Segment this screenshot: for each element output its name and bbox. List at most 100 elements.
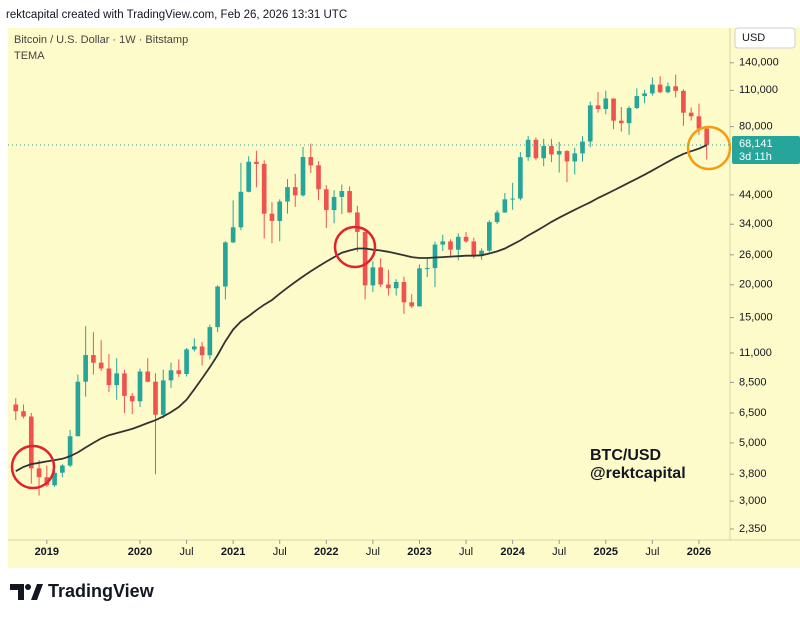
candle-body — [199, 346, 205, 356]
candle-body — [83, 355, 88, 382]
candle-body — [448, 241, 453, 250]
candle-body — [269, 213, 275, 221]
y-tick-label: 26,000 — [739, 249, 773, 261]
candle-body — [440, 241, 446, 245]
candle-body — [277, 201, 283, 221]
x-tick-label: 2020 — [128, 546, 152, 558]
x-tick-label: 2023 — [407, 546, 431, 558]
candle-body — [378, 267, 383, 285]
candle-body — [681, 90, 686, 113]
candle-body — [409, 302, 415, 307]
y-tick-label: 6,500 — [739, 407, 767, 419]
y-tick-label: 3,000 — [739, 495, 767, 507]
candle-body — [223, 242, 228, 287]
y-tick-label: 3,800 — [739, 468, 767, 480]
y-tick-label: 34,000 — [739, 218, 773, 230]
candle-body — [215, 286, 220, 328]
y-tick-label: 44,000 — [739, 189, 773, 201]
y-tick-label: 15,000 — [739, 311, 773, 323]
candle-body — [122, 373, 127, 396]
candle-body — [238, 191, 244, 228]
candle-body — [145, 371, 151, 382]
candle-body — [285, 187, 290, 202]
candle-body — [75, 381, 81, 437]
candle-body — [347, 191, 352, 213]
candle-body — [386, 284, 391, 289]
candle-body — [393, 281, 399, 289]
candle-body — [13, 404, 19, 412]
candle-body — [595, 105, 601, 109]
chart-title: Bitcoin / U.S. Dollar · 1W · Bitstamp — [14, 34, 188, 46]
candle-body — [618, 120, 624, 124]
brand-name: TradingView — [48, 581, 155, 601]
candle-body — [114, 373, 120, 386]
x-tick-label: 2025 — [594, 546, 618, 558]
candle-body — [417, 268, 422, 307]
candle-body — [696, 116, 702, 129]
x-tick-label: 2022 — [314, 546, 338, 558]
candle-body — [176, 370, 182, 374]
candle-body — [525, 139, 531, 158]
indicator-name: TEMA — [14, 50, 45, 62]
highlight-circle — [333, 225, 377, 269]
x-tick-label: 2024 — [500, 546, 525, 558]
candle-body — [564, 151, 570, 162]
candle-body — [432, 244, 438, 269]
candle-body — [665, 86, 671, 93]
candle-body — [657, 84, 663, 93]
candle-body — [261, 163, 267, 214]
candle-body — [331, 196, 337, 211]
brand-logo — [10, 584, 43, 600]
y-tick-label: 20,000 — [739, 279, 773, 291]
candle-body — [587, 105, 593, 142]
y-tick-label: 2,350 — [739, 523, 767, 535]
candle-body — [611, 98, 616, 121]
indicator-line — [15, 144, 708, 472]
candle-body — [463, 236, 469, 242]
candle-body — [21, 411, 26, 417]
candle-body — [323, 189, 329, 211]
candle-body — [533, 139, 539, 159]
candle-body — [424, 268, 430, 270]
candle-body — [401, 281, 407, 303]
candle-body — [36, 468, 42, 478]
annotation: @rektcapital — [590, 465, 686, 482]
candle-body — [308, 157, 314, 166]
currency: USD — [742, 32, 765, 44]
x-tick-label: 2021 — [221, 546, 245, 558]
currency-box[interactable] — [734, 27, 796, 49]
x-tick-label: Jul — [645, 546, 659, 558]
y-tick-label: 140,000 — [739, 57, 779, 69]
candle-body — [355, 212, 360, 232]
candle-body — [541, 146, 547, 159]
candle-body — [246, 161, 251, 192]
candle-body — [603, 98, 609, 109]
candle-body — [191, 346, 197, 350]
candle-body — [626, 108, 632, 124]
candle-body — [362, 231, 368, 286]
candle-body — [28, 416, 34, 469]
last-price-label: 68,141 — [739, 138, 773, 150]
candle-body — [549, 146, 554, 155]
candle-body — [184, 349, 189, 374]
last-price-box — [732, 135, 800, 164]
credit: rektcapital created with TradingView.com… — [6, 9, 347, 21]
y-tick-label: 80,000 — [739, 121, 773, 133]
candle-body — [370, 267, 376, 286]
candle-body — [650, 84, 655, 94]
highlight-circle — [686, 125, 732, 171]
candle-body — [230, 227, 236, 243]
candle-body — [91, 355, 96, 363]
y-tick-label: 110,000 — [739, 84, 778, 96]
annotation: BTC/USD — [590, 447, 661, 464]
candle-body — [642, 93, 647, 97]
candle-body — [580, 141, 585, 154]
highlight-circle — [10, 444, 56, 490]
x-tick-label: Jul — [180, 546, 194, 558]
candle-body — [98, 362, 104, 369]
x-tick-label: 2019 — [35, 546, 59, 558]
candle-body — [688, 112, 694, 117]
y-tick-label: 11,000 — [739, 347, 772, 359]
x-tick-label: Jul — [459, 546, 473, 558]
